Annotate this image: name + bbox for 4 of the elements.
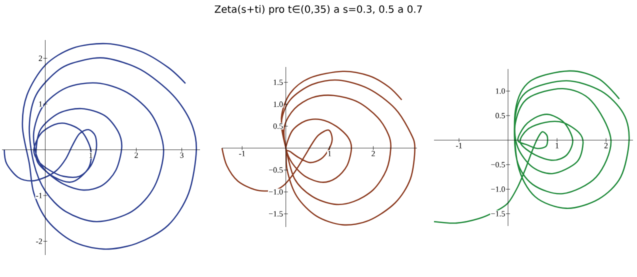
line-series bbox=[4, 43, 198, 250]
line-series bbox=[433, 70, 630, 224]
chart-title: Zeta(s+ti) pro t∈(0,35) a s=0.3, 0.5 a 0.7 bbox=[214, 5, 422, 15]
line-series bbox=[221, 70, 416, 226]
